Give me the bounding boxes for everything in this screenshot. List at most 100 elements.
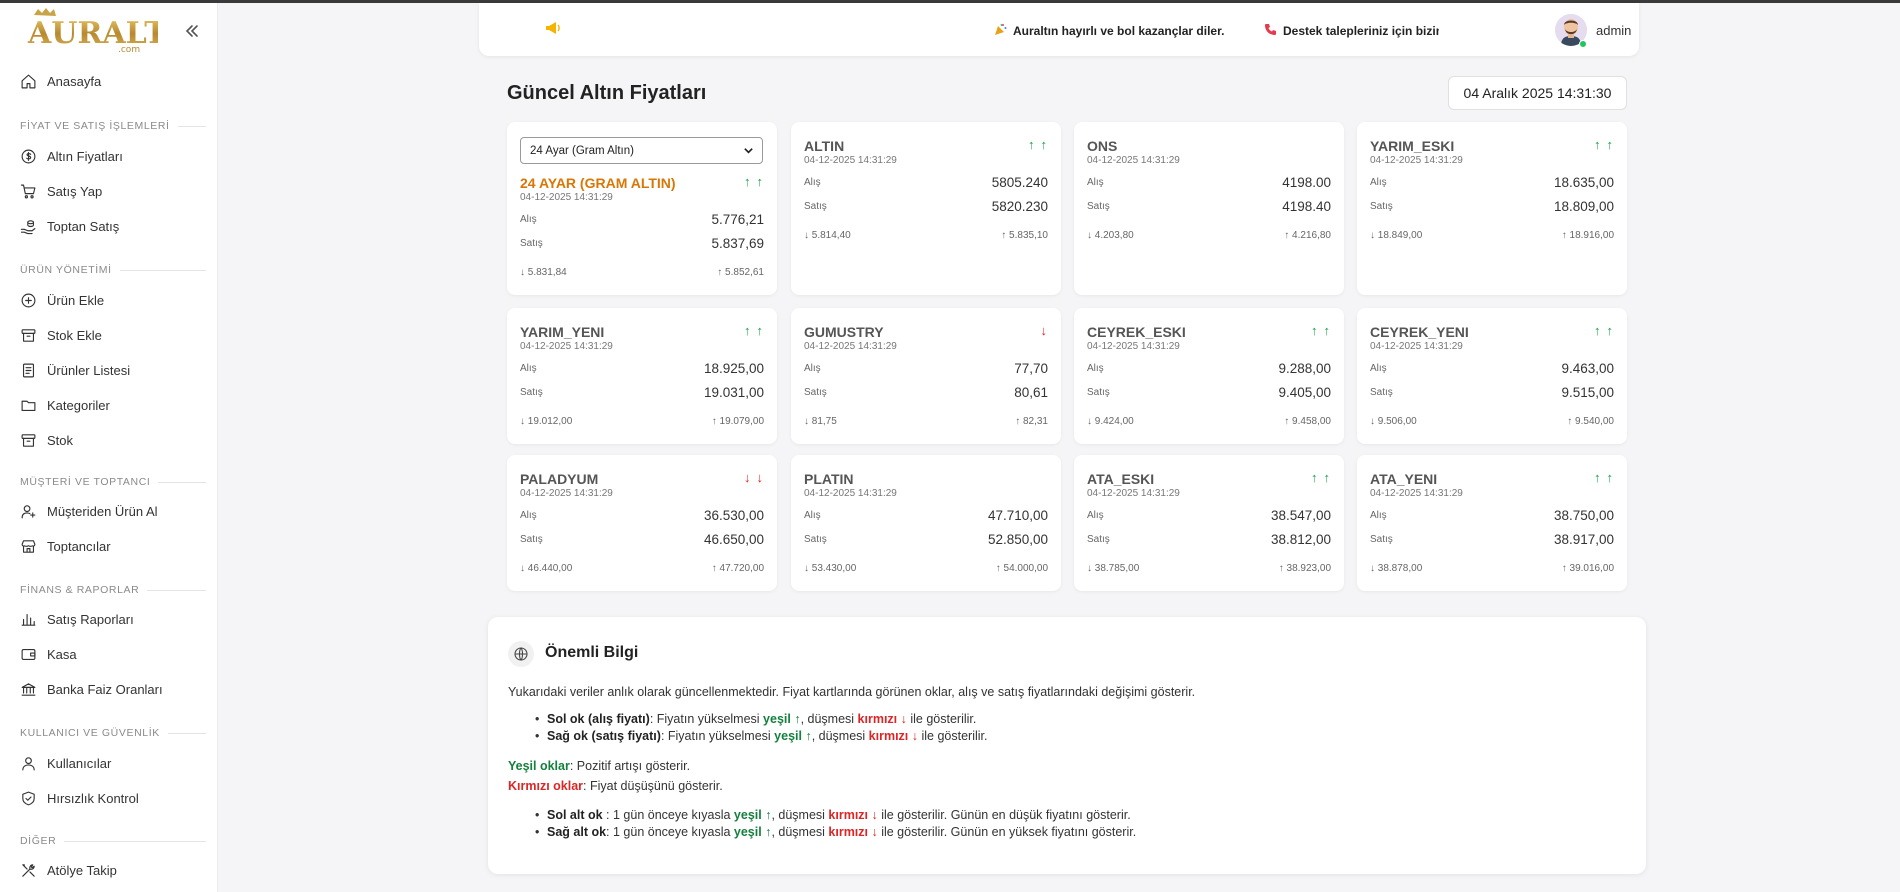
day-high: ↑ 39.016,00	[1561, 563, 1614, 574]
card-timestamp: 04-12-2025 14:31:29	[804, 341, 897, 352]
nav-wholesale[interactable]: Toptan Satış	[20, 214, 119, 238]
day-low: ↓ 4.203,80	[1087, 230, 1134, 241]
arrow-up-icon: ↑	[1594, 470, 1601, 485]
price-card: CEYREK_ESKI 04-12-2025 14:31:29 ↑ ↑ Alış 9.28…	[1074, 308, 1344, 444]
change-arrows: ↑ ↑	[1311, 470, 1330, 485]
nav-cashbox-label: Kasa	[47, 646, 77, 662]
arrow-down-icon: ↓	[1040, 323, 1048, 338]
page-title: Güncel Altın Fiyatları	[507, 82, 707, 104]
price-card: ONS 04-12-2025 14:31:29 Alış 4198.00 Satış 41…	[1074, 122, 1344, 295]
sell-value: 5.837,69	[711, 236, 764, 251]
day-high: ↑ 47.720,00	[711, 563, 764, 574]
arrow-up-icon: ↑	[1311, 323, 1318, 338]
buy-label: Alış	[1087, 363, 1104, 374]
nav-add-product[interactable]: Ürün Ekle	[20, 288, 104, 312]
nav-sell-label: Satış Yap	[47, 183, 103, 199]
chevron-down-icon	[744, 148, 753, 154]
day-low: ↓ 38.785,00	[1087, 563, 1140, 574]
user-plus-icon	[20, 503, 37, 520]
nav-sales-reports[interactable]: Satış Raporları	[20, 607, 134, 631]
buy-value: 18.925,00	[703, 361, 764, 376]
nav-cashbox[interactable]: Kasa	[20, 642, 77, 666]
sell-label: Satış	[520, 534, 543, 545]
info-panel: Önemli Bilgi Yukarıdaki veriler anlık ol…	[488, 617, 1646, 874]
buy-value: 47.710,00	[987, 508, 1048, 523]
change-arrows: ↑ ↑	[1311, 323, 1330, 338]
card-timestamp: 04-12-2025 14:31:29	[1370, 155, 1463, 166]
card-timestamp: 04-12-2025 14:31:29	[520, 341, 613, 352]
user-name[interactable]: admin	[1596, 23, 1632, 38]
current-datetime: 04 Aralık 2025 14:31:30	[1448, 76, 1627, 110]
nav-suppliers[interactable]: Toptancılar	[20, 534, 111, 558]
card-name: ALTIN	[804, 138, 845, 154]
sell-value: 5820.230	[991, 199, 1048, 214]
nav-categories[interactable]: Kategoriler	[20, 393, 110, 417]
card-timestamp: 04-12-2025 14:31:29	[520, 488, 613, 499]
collapse-sidebar-icon[interactable]	[184, 23, 200, 39]
price-card: PLATIN 04-12-2025 14:31:29 Alış 47.710,00 Sa…	[791, 455, 1061, 591]
nav-product-list[interactable]: Ürünler Listesi	[20, 358, 130, 382]
price-card: PALADYUM 04-12-2025 14:31:29 ↓ ↓ Alış 36.530,…	[507, 455, 777, 591]
phone-icon	[1264, 23, 1277, 39]
day-low: ↓ 5.831,84	[520, 267, 567, 278]
section-product-management: ÜRÜN YÖNETİMİ	[20, 264, 206, 276]
store-icon	[20, 538, 37, 555]
buy-label: Alış	[1087, 177, 1104, 188]
nav-add-stock[interactable]: Stok Ekle	[20, 323, 102, 347]
bank-icon	[20, 681, 37, 698]
price-card: 24 Ayar (Gram Altın) 24 AYAR (GRAM ALTIN)…	[507, 122, 777, 295]
sell-value: 80,61	[1014, 385, 1048, 400]
nav-add-product-label: Ürün Ekle	[47, 292, 105, 308]
nav-home-label: Anasayfa	[47, 73, 102, 89]
buy-label: Alış	[1087, 510, 1104, 521]
nav-stock[interactable]: Stok	[20, 428, 73, 452]
card-timestamp: 04-12-2025 14:31:29	[1087, 488, 1180, 499]
change-arrows: ↑ ↑	[744, 323, 763, 338]
karat-select[interactable]: 24 Ayar (Gram Altın)	[520, 137, 763, 164]
day-low: ↓ 46.440,00	[520, 563, 573, 574]
sell-value: 9.405,00	[1278, 385, 1331, 400]
section-other: DİĞER	[20, 835, 206, 847]
day-high: ↑ 9.458,00	[1284, 416, 1331, 427]
buy-label: Alış	[520, 510, 537, 521]
card-name: 24 AYAR (GRAM ALTIN)	[520, 175, 676, 191]
card-name: PALADYUM	[520, 471, 599, 487]
nav-gold-prices[interactable]: Altın Fiyatları	[20, 144, 123, 168]
day-low: ↓ 18.849,00	[1370, 230, 1423, 241]
nav-workshop-label: Atölye Takip	[47, 862, 117, 878]
nav-categories-label: Kategoriler	[47, 397, 110, 413]
day-high: ↑ 19.079,00	[711, 416, 764, 427]
dollar-circle-icon	[20, 148, 37, 165]
nav-buy-from-customer[interactable]: Müşteriden Ürün Al	[20, 499, 158, 523]
price-card: GUMUSTRY 04-12-2025 14:31:29 ↓ Alış 77,70 Sat…	[791, 308, 1061, 444]
buy-value: 18.635,00	[1553, 175, 1614, 190]
archive-icon	[20, 327, 37, 344]
nav-home[interactable]: Anasayfa	[20, 69, 101, 93]
info-bullet-bottom-left: Sol alt ok : 1 gün önceye kıyasla yeşil …	[535, 808, 1131, 822]
sell-label: Satış	[520, 387, 543, 398]
buy-label: Alış	[1370, 510, 1387, 521]
arrow-up-icon: ↑	[744, 323, 751, 338]
info-bullet-right-arrow: Sağ ok (satış fiyatı): Fiyatın yükselmes…	[535, 729, 987, 743]
day-low: ↓ 9.424,00	[1087, 416, 1134, 427]
day-high: ↑ 54.000,00	[995, 563, 1048, 574]
price-card: YARIM_YENI 04-12-2025 14:31:29 ↑ ↑ Alış 18.92…	[507, 308, 777, 444]
nav-sales-reports-label: Satış Raporları	[47, 611, 134, 627]
nav-bank-rates[interactable]: Banka Faiz Oranları	[20, 677, 163, 701]
change-arrows: ↑ ↑	[1594, 137, 1613, 152]
arrow-up-icon: ↑	[1040, 137, 1048, 152]
day-low: ↓ 19.012,00	[520, 416, 573, 427]
nav-sell[interactable]: Satış Yap	[20, 179, 102, 203]
auraltin-logo[interactable]: AURALTIN .com	[26, 7, 208, 55]
nav-users[interactable]: Kullanıcılar	[20, 751, 111, 775]
nav-workshop[interactable]: Atölye Takip	[20, 858, 117, 882]
section-user-security: KULLANICI VE GÜVENLİK	[20, 727, 206, 739]
avatar[interactable]	[1555, 14, 1587, 46]
card-timestamp: 04-12-2025 14:31:29	[1370, 341, 1463, 352]
sidebar: AURALTIN .com Anasayfa FİYAT VE SATIŞ İŞ…	[0, 3, 218, 892]
card-timestamp: 04-12-2025 14:31:29	[804, 488, 897, 499]
buy-label: Alış	[520, 363, 537, 374]
card-name: YARIM_YENI	[520, 324, 605, 340]
nav-theft-control[interactable]: Hırsızlık Kontrol	[20, 786, 139, 810]
home-icon	[20, 73, 37, 90]
